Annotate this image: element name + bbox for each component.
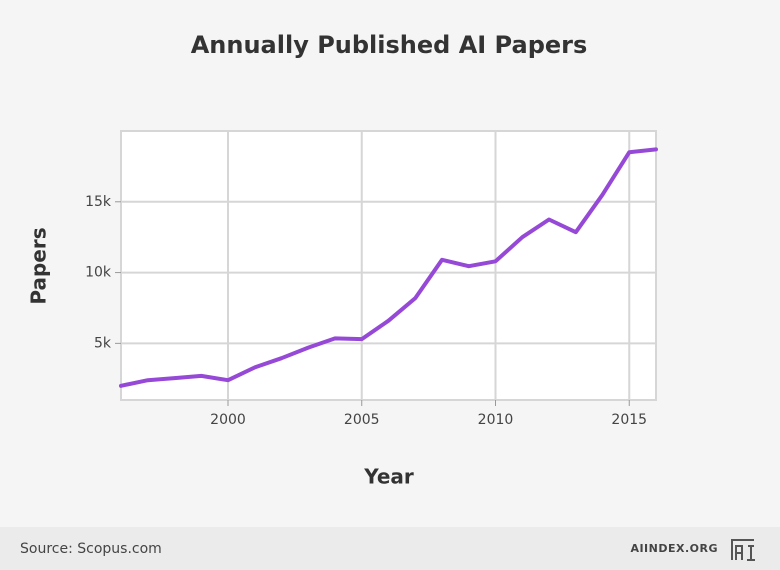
plot-frame bbox=[120, 130, 657, 401]
y-axis-title: Papers bbox=[27, 227, 51, 304]
x-tick-label: 2015 bbox=[611, 412, 647, 428]
x-axis-title: Year bbox=[363, 465, 414, 489]
grid bbox=[121, 131, 656, 400]
brand: AIINDEX.ORG bbox=[630, 542, 718, 555]
x-tick-label: 2005 bbox=[344, 412, 380, 428]
source-note: Source: Scopus.com bbox=[20, 541, 162, 557]
plot-area bbox=[121, 131, 656, 400]
footer-band bbox=[0, 527, 780, 570]
logo bbox=[731, 539, 755, 561]
data-line bbox=[119, 147, 658, 388]
x-tick-label: 2000 bbox=[210, 412, 246, 428]
x-tick-label: 2010 bbox=[478, 412, 514, 428]
y-tick-label: 5k bbox=[94, 335, 112, 351]
y-tick-label: 10k bbox=[85, 265, 112, 281]
y-tick-label: 15k bbox=[85, 194, 112, 210]
chart-title: Annually Published AI Papers bbox=[191, 31, 588, 59]
